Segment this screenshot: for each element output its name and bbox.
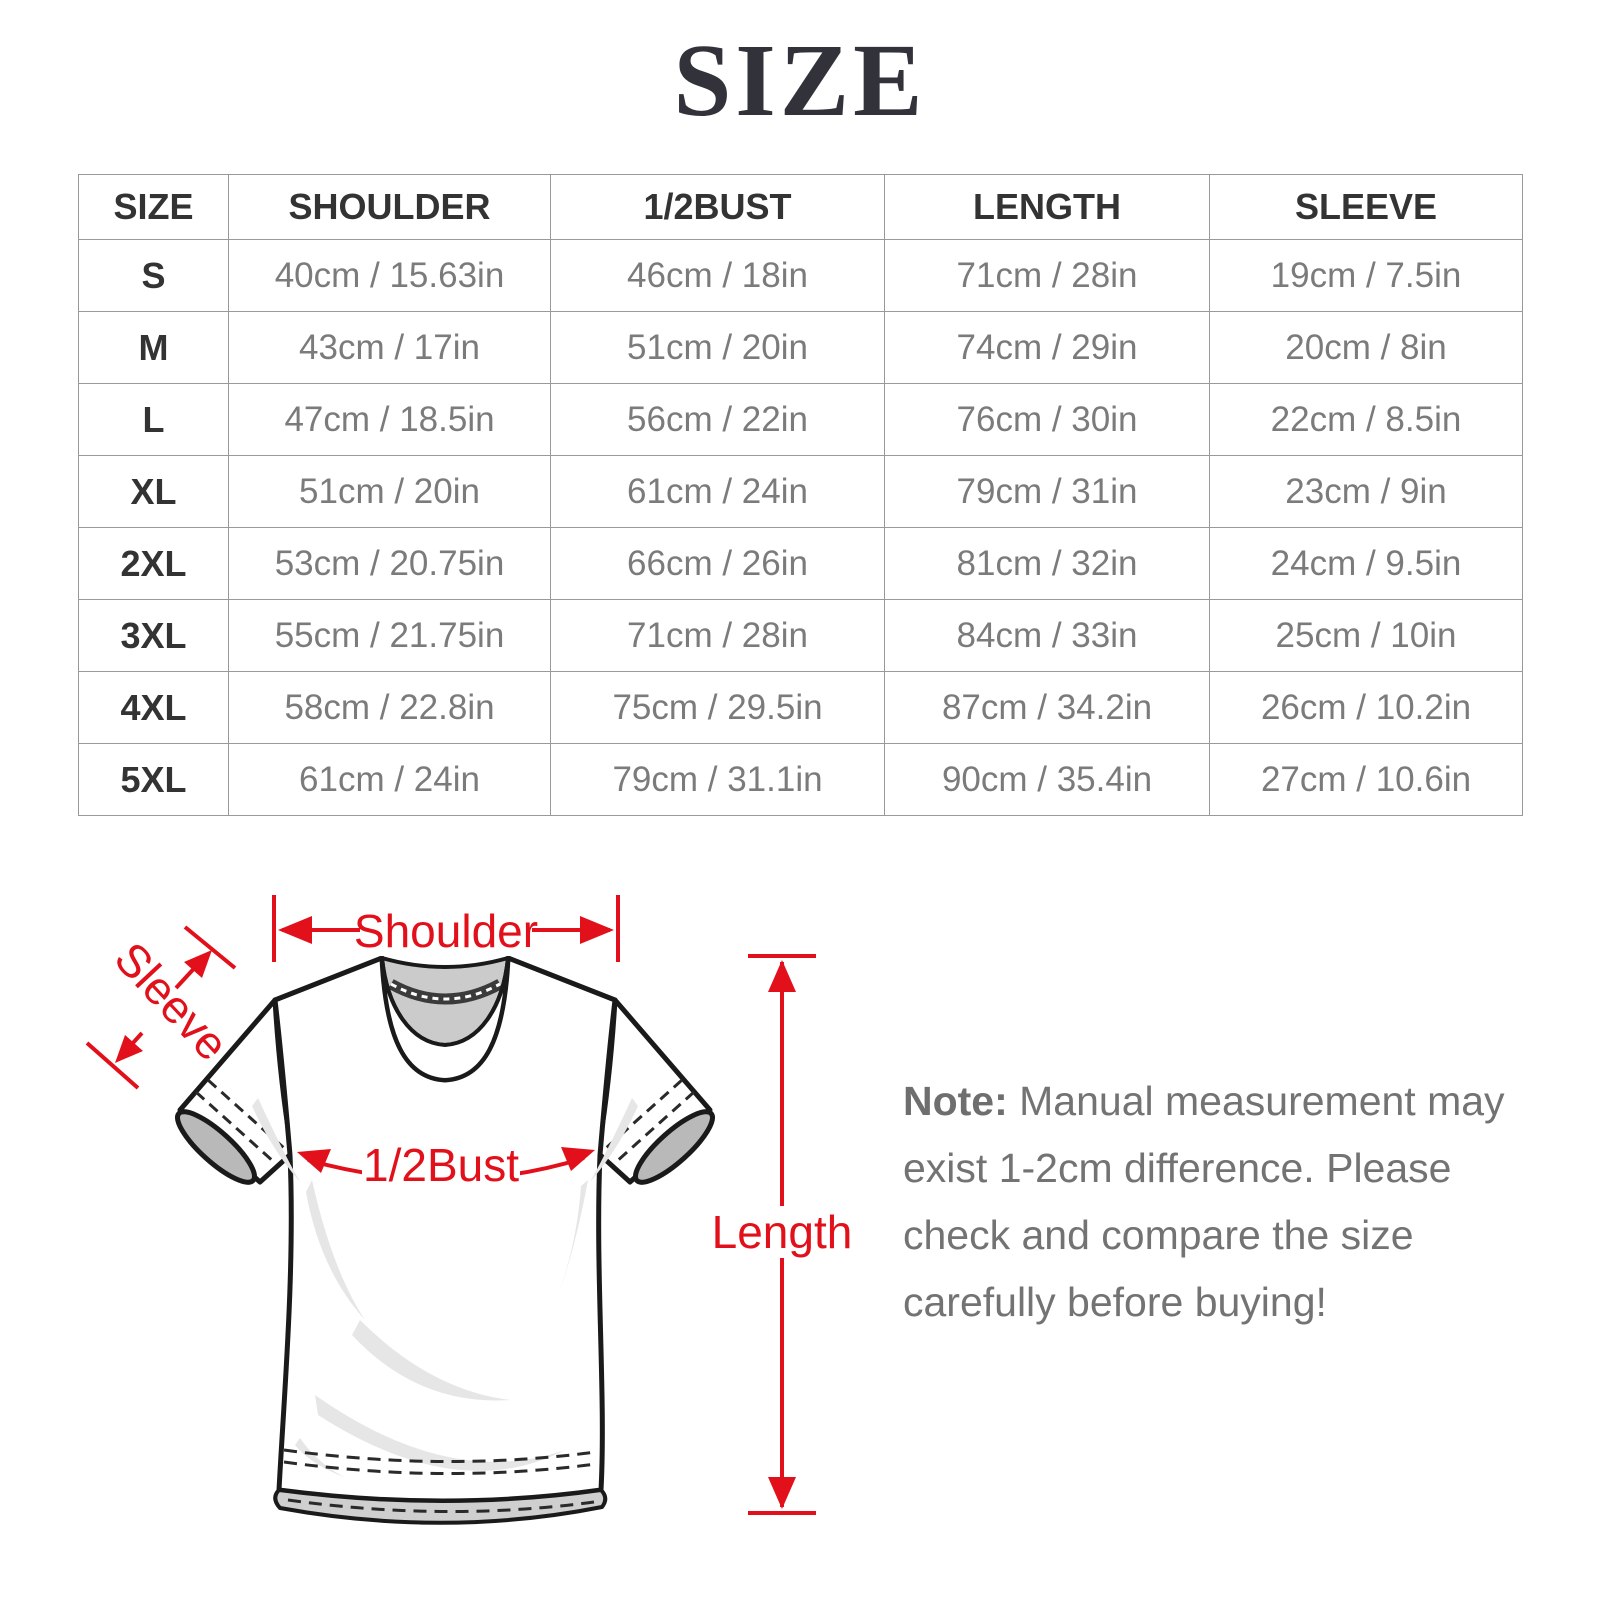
length-cell: 71cm / 28in (884, 239, 1210, 312)
halfbust-cell: 46cm / 18in (550, 239, 885, 312)
shoulder-cell: 58cm / 22.8in (228, 671, 551, 744)
length-cell: 76cm / 30in (884, 383, 1210, 456)
shoulder-cell: 55cm / 21.75in (228, 599, 551, 672)
bust-arrowheads (297, 1147, 595, 1173)
table-row: 4XL 58cm / 22.8in 75cm / 29.5in 87cm / 3… (78, 671, 1523, 744)
wrinkle-shading (252, 1098, 638, 1478)
length-cell: 84cm / 33in (884, 599, 1210, 672)
tshirt-diagram-svg: Shoulder Sleeve 1/2Bust (85, 895, 853, 1525)
sleeve-cell: 19cm / 7.5in (1209, 239, 1523, 312)
collar-ribbing (380, 957, 510, 1083)
hem-stitching (283, 1448, 597, 1513)
measurement-note: Note: Manual measurement may exist 1-2cm… (903, 1068, 1515, 1336)
shoulder-cell: 47cm / 18.5in (228, 383, 551, 456)
length-cell: 90cm / 35.4in (884, 743, 1210, 816)
tshirt-left-cuff-opening (175, 1109, 257, 1185)
table-row: M 43cm / 17in 51cm / 20in 74cm / 29in 20… (78, 311, 1523, 384)
halfbust-cell: 66cm / 26in (550, 527, 885, 600)
size-cell: 4XL (78, 671, 229, 744)
collar-zigzag-stitch (390, 982, 501, 1001)
size-cell: S (78, 239, 229, 312)
length-label: Length (712, 1206, 853, 1258)
note-text: Manual measurement may exist 1-2cm diffe… (903, 1078, 1505, 1325)
size-cell: L (78, 383, 229, 456)
length-cell: 74cm / 29in (884, 311, 1210, 384)
shoulder-cell: 53cm / 20.75in (228, 527, 551, 600)
size-table: SIZE SHOULDER 1/2BUST LENGTH SLEEVE S 40… (78, 174, 1523, 816)
sleeve-cell: 23cm / 9in (1209, 455, 1523, 528)
col-header-size: SIZE (78, 174, 229, 240)
length-cell: 81cm / 32in (884, 527, 1210, 600)
table-row: XL 51cm / 20in 61cm / 24in 79cm / 31in 2… (78, 455, 1523, 528)
size-cell: 3XL (78, 599, 229, 672)
halfbust-cell: 51cm / 20in (550, 311, 885, 384)
sleeve-arrowheads (115, 950, 212, 1063)
shoulder-cell: 61cm / 24in (228, 743, 551, 816)
note-label: Note: (903, 1078, 1008, 1124)
shoulder-arrowheads (278, 916, 614, 944)
table-row: 2XL 53cm / 20.75in 66cm / 26in 81cm / 32… (78, 527, 1523, 600)
table-row: S 40cm / 15.63in 46cm / 18in 71cm / 28in… (78, 239, 1523, 312)
size-cell: 2XL (78, 527, 229, 600)
tshirt-right-cuff-opening (633, 1109, 715, 1185)
length-label-bg (712, 1206, 852, 1258)
col-header-length: LENGTH (884, 174, 1210, 240)
bust-label-bg (362, 1140, 520, 1190)
size-cell: M (78, 311, 229, 384)
length-cell: 87cm / 34.2in (884, 671, 1210, 744)
halfbust-cell: 56cm / 22in (550, 383, 885, 456)
sleeve-cell: 27cm / 10.6in (1209, 743, 1523, 816)
col-header-halfbust: 1/2BUST (550, 174, 885, 240)
length-arrowheads (768, 960, 796, 1509)
tshirt-measurement-diagram: Shoulder Sleeve 1/2Bust (60, 850, 860, 1610)
halfbust-cell: 71cm / 28in (550, 599, 885, 672)
length-cell: 79cm / 31in (884, 455, 1210, 528)
sleeve-cell: 20cm / 8in (1209, 311, 1523, 384)
col-header-sleeve: SLEEVE (1209, 174, 1523, 240)
shoulder-cell: 43cm / 17in (228, 311, 551, 384)
size-cell: 5XL (78, 743, 229, 816)
table-row: L 47cm / 18.5in 56cm / 22in 76cm / 30in … (78, 383, 1523, 456)
tshirt-hem-band (273, 1488, 608, 1525)
halfbust-cell: 79cm / 31.1in (550, 743, 885, 816)
page-title: SIZE (673, 23, 927, 138)
halfbust-cell: 75cm / 29.5in (550, 671, 885, 744)
table-row: 3XL 55cm / 21.75in 71cm / 28in 84cm / 33… (78, 599, 1523, 672)
sleeve-cell: 26cm / 10.2in (1209, 671, 1523, 744)
bust-label: 1/2Bust (363, 1139, 519, 1191)
sleeve-cell: 25cm / 10in (1209, 599, 1523, 672)
halfbust-cell: 61cm / 24in (550, 455, 885, 528)
shoulder-label: Shoulder (354, 905, 538, 957)
col-header-shoulder: SHOULDER (228, 174, 551, 240)
sleeve-cell: 22cm / 8.5in (1209, 383, 1523, 456)
shoulder-label-bg (360, 904, 532, 956)
shoulder-cell: 40cm / 15.63in (228, 239, 551, 312)
table-header-row: SIZE SHOULDER 1/2BUST LENGTH SLEEVE (78, 174, 1523, 240)
shoulder-cell: 51cm / 20in (228, 455, 551, 528)
table-row: 5XL 61cm / 24in 79cm / 31.1in 90cm / 35.… (78, 743, 1523, 816)
sleeve-cell: 24cm / 9.5in (1209, 527, 1523, 600)
size-cell: XL (78, 455, 229, 528)
